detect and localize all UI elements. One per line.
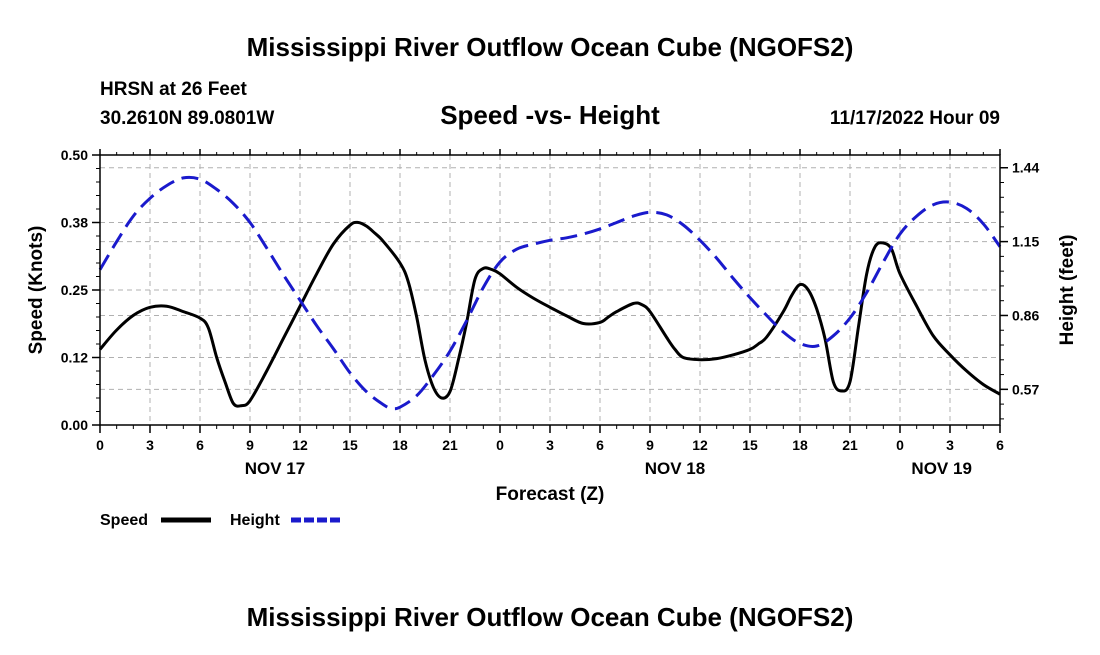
day-label: NOV 19 bbox=[911, 459, 971, 478]
forecast-datetime: 11/17/2022 Hour 09 bbox=[830, 108, 1000, 129]
axis-ticks: 0 3 6 9 12 15 18 21 0 3 6 9 12 15 18 21 0 3 6 NOV 17 NOV 18 N… bbox=[61, 147, 1040, 478]
legend-height-label: Height bbox=[230, 512, 280, 529]
footer-title: Mississippi River Outflow Ocean Cube (NG… bbox=[247, 602, 854, 632]
x-tick-label: 6 bbox=[596, 437, 604, 453]
height-series-line bbox=[98, 175, 1002, 411]
chart-subtitle: Speed -vs- Height bbox=[440, 100, 660, 130]
y-right-tick-label: 1.15 bbox=[1012, 234, 1039, 250]
chart-main-title: Mississippi River Outflow Ocean Cube (NG… bbox=[247, 32, 854, 62]
y-left-tick-label: 0.50 bbox=[61, 147, 88, 163]
y-right-tick-label: 1.44 bbox=[1012, 160, 1039, 176]
legend-speed-label: Speed bbox=[100, 512, 148, 529]
x-tick-label: 12 bbox=[692, 437, 708, 453]
x-tick-label: 0 bbox=[896, 437, 904, 453]
y-right-tick-label: 0.86 bbox=[1012, 307, 1039, 323]
day-label: NOV 17 bbox=[245, 459, 305, 478]
x-tick-label: 15 bbox=[742, 437, 758, 453]
x-tick-label: 18 bbox=[392, 437, 408, 453]
grid-lines bbox=[100, 155, 1000, 425]
y-axis-right-label: Height (feet) bbox=[1057, 235, 1078, 346]
x-tick-label: 6 bbox=[196, 437, 204, 453]
x-tick-label: 21 bbox=[842, 437, 858, 453]
x-tick-label: 0 bbox=[96, 437, 104, 453]
y-left-tick-label: 0.38 bbox=[61, 215, 88, 231]
series-lines bbox=[98, 175, 1002, 411]
x-tick-label: 18 bbox=[792, 437, 808, 453]
x-tick-label: 3 bbox=[946, 437, 954, 453]
x-tick-label: 3 bbox=[146, 437, 154, 453]
day-label: NOV 18 bbox=[645, 459, 705, 478]
x-tick-label: 6 bbox=[996, 437, 1004, 453]
station-coords: 30.2610N 89.0801W bbox=[100, 108, 274, 129]
x-tick-label: 21 bbox=[442, 437, 458, 453]
x-tick-label: 3 bbox=[546, 437, 554, 453]
y-left-tick-label: 0.12 bbox=[61, 350, 88, 366]
y-right-tick-label: 0.57 bbox=[1012, 381, 1039, 397]
x-tick-label: 0 bbox=[496, 437, 504, 453]
y-axis-left-label: Speed (Knots) bbox=[26, 226, 47, 355]
x-tick-label: 9 bbox=[246, 437, 254, 453]
x-tick-label: 9 bbox=[646, 437, 654, 453]
speed-series-line bbox=[98, 220, 1001, 408]
x-tick-label: 15 bbox=[342, 437, 358, 453]
y-left-tick-label: 0.25 bbox=[61, 282, 88, 298]
x-tick-label: 12 bbox=[292, 437, 308, 453]
x-axis-label: Forecast (Z) bbox=[496, 484, 605, 505]
station-label: HRSN at 26 Feet bbox=[100, 79, 247, 100]
y-left-tick-label: 0.00 bbox=[61, 417, 88, 433]
